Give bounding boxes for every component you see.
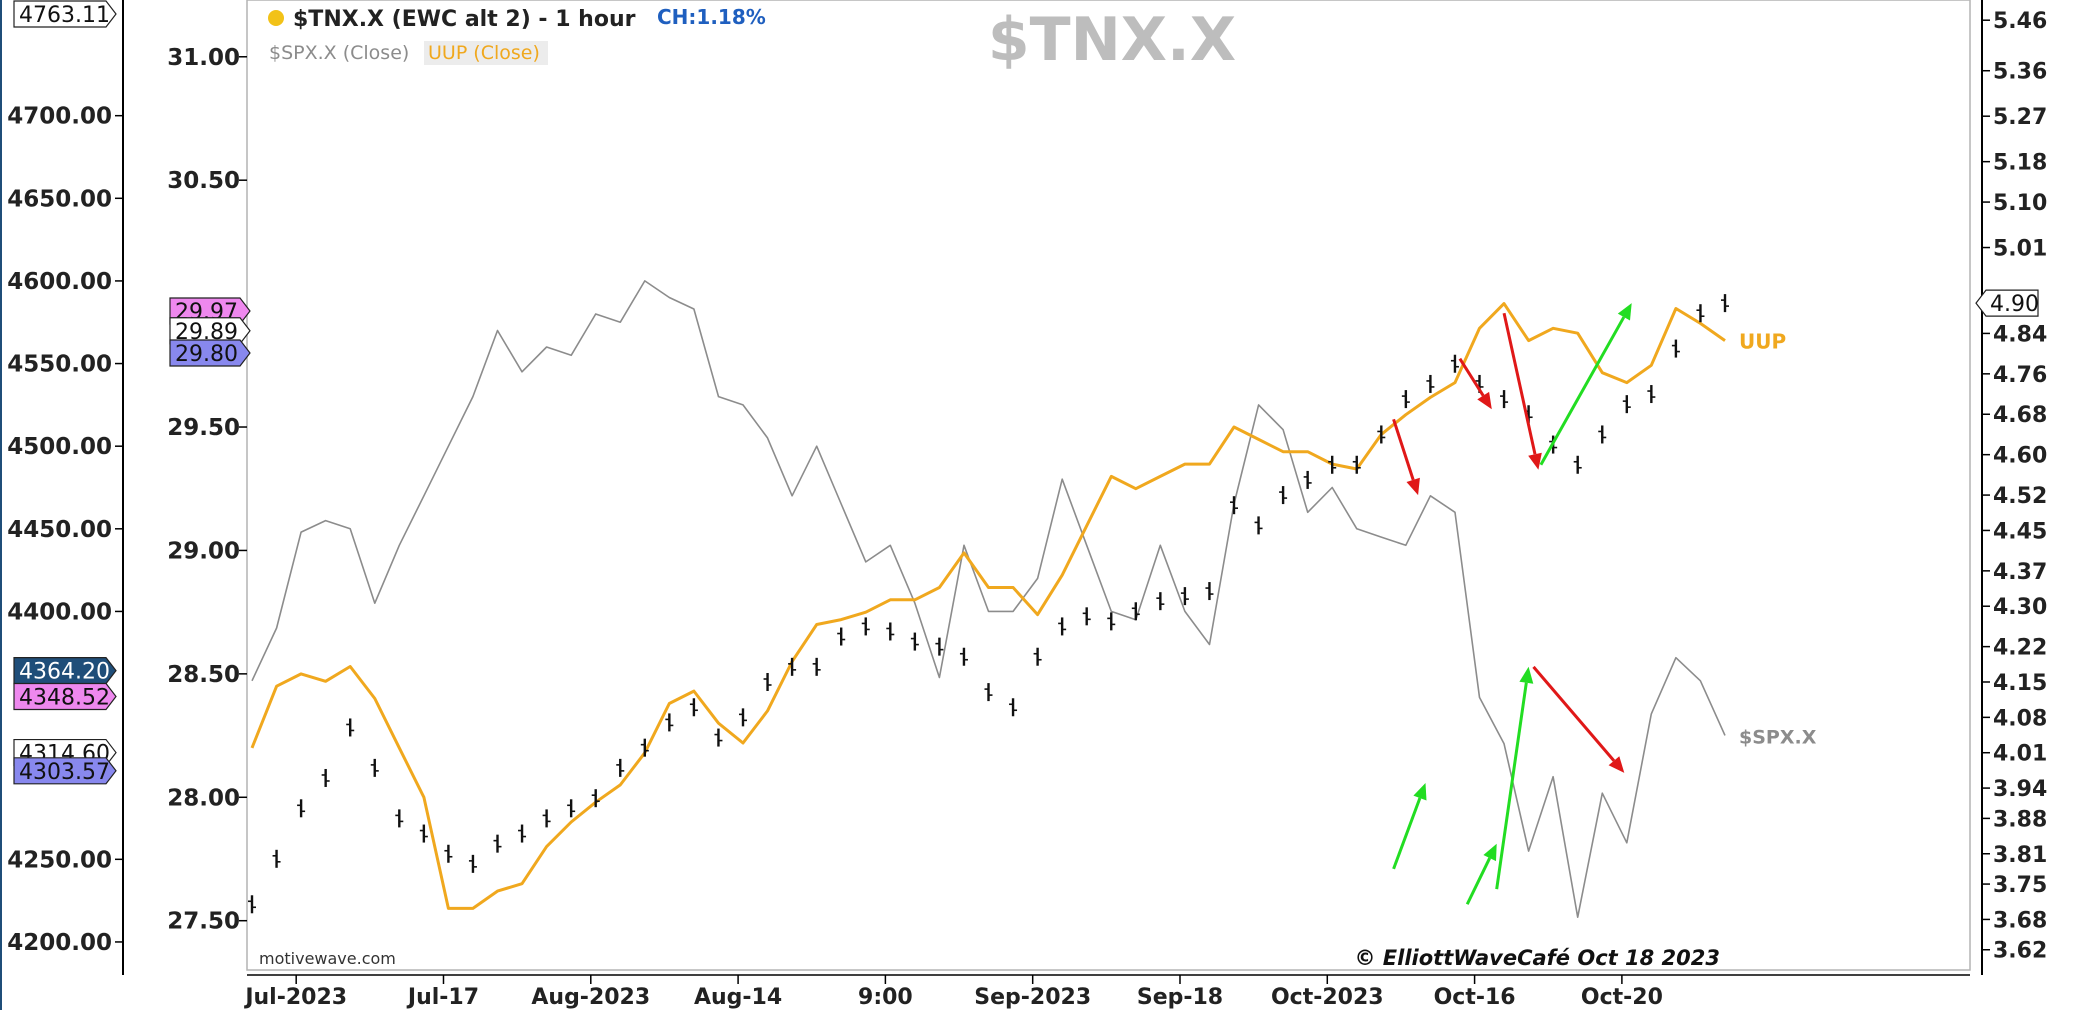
- axis-tick-left: 30.50: [167, 168, 240, 194]
- axis-tick-right: 3.81: [1993, 843, 2047, 868]
- axis-tick-far_left: 4400.00: [7, 599, 112, 625]
- axis-tick-far_left: 4500.00: [7, 434, 112, 460]
- x-tick-label: 9:00: [858, 985, 913, 1010]
- axis-tick-right: 4.84: [1993, 322, 2047, 347]
- axis-tick-right: 5.27: [1993, 105, 2047, 130]
- axis-tick-right: 4.22: [1993, 636, 2047, 661]
- x-tick-label: Aug-2023: [531, 985, 650, 1010]
- axis-tick-left: 28.00: [167, 785, 240, 811]
- axis-tick-far_left: 4600.00: [7, 269, 112, 295]
- axis-tick-right: 3.75: [1993, 873, 2047, 898]
- axis-tick-far_left: 4450.00: [7, 517, 112, 543]
- axis-tick-far_left: 4700.00: [7, 104, 112, 130]
- x-tick-label: Oct-16: [1434, 985, 1516, 1010]
- value-tag-label: 4348.52: [19, 686, 110, 711]
- x-tick-label: Oct-2023: [1271, 985, 1384, 1010]
- axis-tick-right: 4.30: [1993, 595, 2047, 620]
- axis-tick-right: 3.68: [1993, 908, 2047, 933]
- series-annotation: UUP: [1739, 330, 1786, 354]
- series-annotation: $SPX.X: [1739, 726, 1817, 748]
- axis-tick-right: 4.01: [1993, 742, 2047, 767]
- axis-tick-right: 4.08: [1993, 706, 2047, 731]
- axis-tick-right: 4.52: [1993, 484, 2047, 509]
- axis-tick-left: 28.50: [167, 662, 240, 688]
- x-tick-label: Sep-2023: [974, 985, 1091, 1010]
- axis-tick-far_left: 4200.00: [7, 930, 112, 956]
- x-tick-label: Jul-17: [406, 985, 479, 1010]
- axis-tick-right: 5.18: [1993, 151, 2047, 176]
- copyright-label: © ElliottWaveCafé Oct 18 2023: [1354, 946, 1720, 970]
- watermark: $TNX.X: [988, 5, 1236, 75]
- axis-tick-left: 27.50: [167, 909, 240, 935]
- change-label: CH:1.18%: [657, 5, 766, 29]
- value-tag-label: 4.90: [1990, 292, 2039, 317]
- axis-tick-right: 5.36: [1993, 60, 2047, 85]
- value-tag-label: 29.80: [175, 342, 238, 367]
- brand-label: motivewave.com: [259, 949, 396, 968]
- axis-tick-right: 5.01: [1993, 237, 2047, 262]
- x-tick-label: Jul-2023: [243, 985, 347, 1010]
- axis-tick-right: 4.60: [1993, 444, 2047, 469]
- value-tag-label: 4364.20: [19, 660, 110, 685]
- axis-tick-right: 4.15: [1993, 671, 2047, 696]
- axis-tick-far_left: 4550.00: [7, 352, 112, 378]
- axis-tick-right: 4.37: [1993, 560, 2047, 585]
- axis-tick-right: 5.46: [1993, 9, 2047, 34]
- x-tick-label: Oct-20: [1581, 985, 1663, 1010]
- axis-tick-right: 4.68: [1993, 403, 2047, 428]
- axis-tick-left: 29.00: [167, 538, 240, 564]
- axis-tick-right: 5.10: [1993, 191, 2047, 216]
- axis-tick-far_left: 4250.00: [7, 847, 112, 873]
- x-tick-label: Sep-18: [1137, 985, 1223, 1010]
- value-tag-label: 4303.57: [19, 760, 110, 785]
- axis-tick-far_left: 4650.00: [7, 186, 112, 212]
- axis-tick-right: 3.62: [1993, 939, 2047, 964]
- chart-title: $TNX.X (EWC alt 2) - 1 hour: [293, 7, 636, 32]
- axis-tick-right: 3.88: [1993, 807, 2047, 832]
- axis-tick-right: 4.45: [1993, 519, 2047, 544]
- axis-tick-left: 31.00: [167, 45, 240, 71]
- value-tag-label: 4763.11: [19, 3, 110, 28]
- title-dot-icon: [268, 10, 284, 26]
- axis-tick-right: 3.94: [1993, 777, 2047, 802]
- axis-tick-right: 4.76: [1993, 363, 2047, 388]
- legend-uup[interactable]: UUP (Close): [428, 42, 540, 64]
- axis-tick-left: 29.50: [167, 415, 240, 441]
- x-tick-label: Aug-14: [694, 985, 782, 1010]
- legend-spx[interactable]: $SPX.X (Close): [269, 42, 409, 64]
